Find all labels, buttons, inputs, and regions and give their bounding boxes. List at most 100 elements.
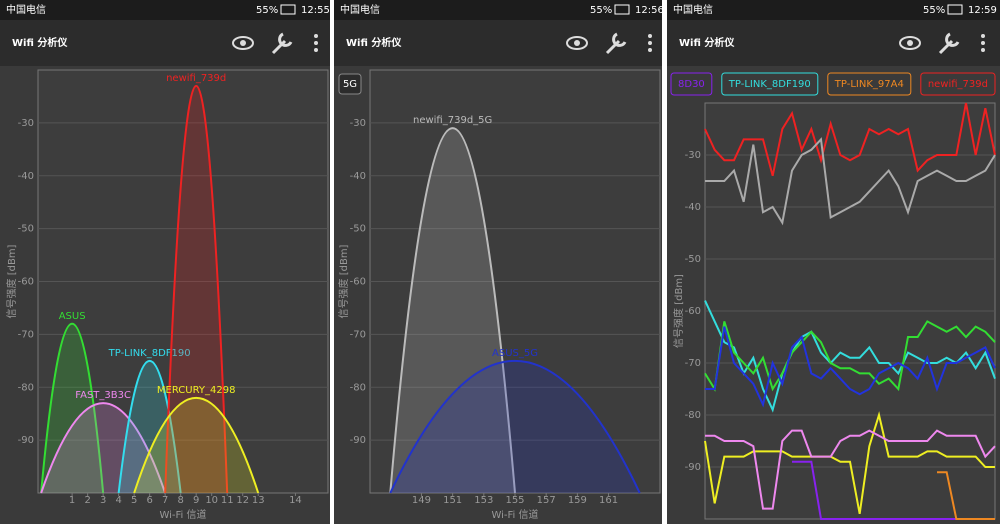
- band-badge[interactable]: [338, 73, 362, 95]
- eye-pupil: [907, 40, 913, 46]
- y-tick-label: -80: [18, 382, 34, 393]
- x-tick-label: 155: [505, 495, 524, 506]
- x-tick-label: 11: [221, 495, 234, 506]
- status-bar: [334, 0, 662, 20]
- y-tick-label: -90: [685, 462, 701, 473]
- chart: -30-40-50-60-70-80-901 2 3 4 5 6 7 8 9 10 11 12 13 14…: [5, 69, 329, 521]
- eye-icon[interactable]: [232, 36, 254, 50]
- app-title: Wifi 分析仪: [12, 36, 68, 49]
- legend-box[interactable]: [670, 72, 713, 96]
- x-tick-label: 4: [115, 495, 121, 506]
- x-tick-label: 10: [205, 495, 218, 506]
- legend-box[interactable]: [827, 72, 912, 96]
- battery: 55%: [590, 5, 612, 16]
- x-tick-label: 159: [568, 495, 587, 506]
- signal-curve: [389, 127, 516, 494]
- y-tick-label: -40: [18, 171, 34, 182]
- legend-label: newifi_739d: [928, 79, 988, 90]
- network-label: newifi_739d: [166, 73, 226, 84]
- y-tick-label: -90: [18, 435, 34, 446]
- y-tick-label: -30: [18, 118, 34, 129]
- carrier: 中国电信: [6, 3, 46, 16]
- signal-line: [704, 320, 996, 392]
- battery: 55%: [256, 5, 278, 16]
- app-bar: [0, 20, 330, 66]
- app-bar: [334, 20, 662, 66]
- y-tick-label: -70: [350, 329, 366, 340]
- x-axis-label: Wi-Fi 信道: [491, 508, 538, 521]
- legend-label: TP-LINK_8DF190: [728, 79, 811, 90]
- signal-line: [705, 429, 996, 510]
- x-tick-label: 1: [69, 495, 75, 506]
- x-tick-label: 12: [236, 495, 249, 506]
- chart: -30 -40 -50 -60 -70 -80 -90 149 151 153 155 157 159 1…: [337, 69, 661, 521]
- x-tick-label: 2: [84, 495, 90, 506]
- y-tick-label: -90: [350, 435, 366, 446]
- y-tick-label: -50: [685, 254, 701, 265]
- wrench-icon[interactable]: [938, 32, 960, 55]
- network-label: newifi_739d_5G: [413, 115, 492, 126]
- clock: 12:55: [301, 5, 330, 16]
- y-tick-label: -70: [18, 329, 34, 340]
- eye-icon[interactable]: [566, 36, 588, 50]
- x-tick-label: 157: [537, 495, 556, 506]
- y-tick-label: -60: [685, 306, 701, 317]
- battery-icon: [280, 4, 296, 15]
- app-title: Wifi 分析仪: [679, 36, 735, 49]
- y-axis-label: 信号强度 [dBm]: [672, 274, 685, 348]
- x-tick-label: 153: [474, 495, 493, 506]
- eye-icon[interactable]: [899, 36, 921, 50]
- x-tick-label: 9: [193, 495, 199, 506]
- signal-curve: [164, 84, 229, 494]
- menu-dot: [314, 34, 318, 38]
- y-axis-label: 信号强度 [dBm]: [5, 244, 18, 318]
- menu-dot: [981, 48, 985, 52]
- y-tick-label: -60: [350, 277, 366, 288]
- legend-box[interactable]: [920, 72, 996, 96]
- network-label: TP-LINK_8DF190: [108, 348, 191, 359]
- signal-curve: [389, 359, 641, 494]
- signal-line: [704, 300, 996, 413]
- wrench-icon[interactable]: [605, 32, 627, 55]
- menu-dot: [981, 41, 985, 45]
- band-badge-label: 5G: [343, 79, 357, 90]
- signal-line: [704, 102, 996, 177]
- legend-box[interactable]: [721, 72, 819, 96]
- app-bar: [667, 20, 1000, 66]
- y-tick-label: -40: [350, 171, 366, 182]
- x-tick-label: 8: [177, 495, 183, 506]
- x-tick-label: 14: [289, 495, 302, 506]
- y-tick-label: -60: [18, 277, 34, 288]
- carrier: 中国电信: [673, 3, 713, 16]
- wrench-icon[interactable]: [271, 32, 293, 55]
- network-label: ASUS_5G: [492, 348, 538, 359]
- menu-dot: [314, 41, 318, 45]
- signal-curve: [40, 322, 105, 494]
- signal-curve: [117, 359, 182, 494]
- eye-pupil: [574, 40, 580, 46]
- clock: 12:59: [968, 5, 997, 16]
- signal-line: [705, 137, 996, 226]
- menu-dot: [648, 34, 652, 38]
- carrier: 中国电信: [340, 3, 380, 16]
- menu-dot: [314, 48, 318, 52]
- y-tick-label: -80: [685, 410, 701, 421]
- x-tick-label: 3: [100, 495, 106, 506]
- status-bar: [667, 0, 1000, 20]
- y-axis-label: 信号强度 [dBm]: [337, 244, 350, 318]
- x-tick-label: 5: [131, 495, 137, 506]
- battery-icon: [947, 4, 963, 15]
- legend-label: TP-LINK_97A4: [834, 79, 904, 90]
- signal-curve: [133, 396, 260, 494]
- menu-dot: [648, 41, 652, 45]
- y-tick-label: -70: [685, 358, 701, 369]
- app-title: Wifi 分析仪: [346, 36, 402, 49]
- y-tick-label: -30: [685, 150, 701, 161]
- x-tick-label: 149: [412, 495, 431, 506]
- legend-label: 8D30: [678, 79, 705, 90]
- eye-pupil: [240, 40, 246, 46]
- y-tick-label: -50: [18, 224, 34, 235]
- y-tick-label: -80: [350, 382, 366, 393]
